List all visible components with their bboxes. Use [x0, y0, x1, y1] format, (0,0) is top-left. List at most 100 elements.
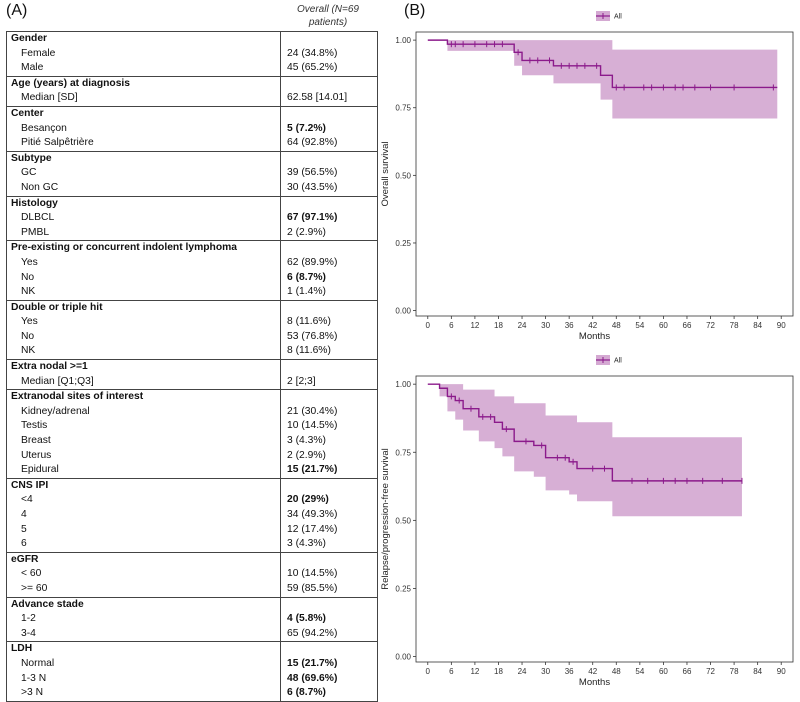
row-label: Kidney/adrenal — [7, 404, 281, 420]
row-label: 1-3 N — [7, 671, 281, 687]
table-header: Overall (N=69 patients) — [6, 3, 378, 31]
table-row: 3-4 65 (94.2%) — [7, 626, 377, 642]
table-row: 1-3 N 48 (69.6%) — [7, 671, 377, 687]
table-row: Yes 8 (11.6%) — [7, 315, 377, 330]
row-value: 34 (49.3%) — [287, 509, 338, 520]
table-row: No 6 (8.7%) — [7, 270, 377, 286]
table-row: Besançon 5 (7.2%) — [7, 121, 377, 137]
table-group: eGFR < 60 10 (14.5%) >= 60 59 (85.5%) — [7, 551, 377, 597]
group-title: Histology — [7, 196, 281, 212]
row-value: 53 (76.8%) — [287, 330, 338, 342]
panel-b-label: (B) — [404, 2, 426, 19]
group-title: Advance stade — [7, 597, 281, 613]
row-label: No — [7, 270, 281, 286]
row-label: Female — [7, 46, 281, 62]
row-label: 3-4 — [7, 626, 281, 642]
row-value: 4 (5.8%) — [287, 613, 326, 625]
x-tick-label: 90 — [777, 667, 786, 676]
table-row: Uterus 2 (2.9%) — [7, 448, 377, 464]
x-tick-label: 60 — [659, 667, 668, 676]
plot-frame — [415, 375, 794, 663]
group-title-row: LDH — [7, 642, 377, 657]
row-value: 2 [2;3] — [287, 375, 316, 387]
row-label: NK — [7, 344, 281, 360]
table-row: >= 60 59 (85.5%) — [7, 581, 377, 597]
row-value: 10 (14.5%) — [287, 420, 338, 432]
row-value: 12 (17.4%) — [287, 523, 338, 535]
table-group: Advance stade 1-2 4 (5.8%) 3-4 65 (94.2%) — [7, 596, 377, 642]
x-tick-label: 30 — [541, 667, 550, 676]
legend-label: All — [614, 14, 622, 21]
row-value: 20 (29%) — [287, 494, 329, 506]
table-body: Gender Female 24 (34.8%) Male 45 (65.2%) Age … — [6, 31, 378, 702]
row-label: Yes — [7, 255, 281, 271]
survival-curve — [427, 383, 742, 482]
row-value: 8 (11.6%) — [287, 316, 331, 328]
row-value: 6 (8.7%) — [287, 271, 326, 283]
row-label: Epidural — [7, 463, 281, 478]
x-tick-label: 6 — [449, 667, 454, 676]
row-value: 2 (2.9%) — [287, 449, 326, 461]
row-label: Pitié Salpêtrière — [7, 136, 281, 151]
row-label: 4 — [7, 508, 281, 523]
x-tick-label: 18 — [494, 321, 503, 330]
x-tick-label: 12 — [470, 667, 479, 676]
row-value: 59 (85.5%) — [287, 582, 338, 594]
plot-frame — [415, 31, 794, 317]
confidence-band — [427, 40, 778, 119]
row-value: 48 (69.6%) — [287, 672, 338, 684]
table-row: Normal 15 (21.7%) — [7, 656, 377, 672]
legend-swatch — [596, 11, 610, 21]
y-tick-label: 0.00 — [395, 653, 411, 662]
group-title-row: Gender — [7, 32, 377, 47]
x-tick-label: 54 — [635, 667, 644, 676]
group-title-row: Center — [7, 106, 377, 122]
row-value: 67 (97.1%) — [287, 212, 338, 224]
row-label: Yes — [7, 315, 281, 330]
confidence-band — [427, 384, 742, 517]
x-tick-label: 12 — [470, 321, 479, 330]
row-value: 3 (4.3%) — [287, 435, 326, 447]
group-title: Extra nodal >=1 — [7, 360, 281, 375]
x-tick-label: 6 — [449, 321, 454, 330]
x-tick-label: 48 — [612, 321, 621, 330]
x-tick-label: 48 — [612, 667, 621, 676]
y-tick-label: 1.00 — [395, 36, 411, 45]
table-row: No 53 (76.8%) — [7, 329, 377, 345]
table-row: Testis 10 (14.5%) — [7, 419, 377, 435]
table-group: Extranodal sites of interest Kidney/adren… — [7, 389, 377, 478]
x-tick-label: 84 — [753, 321, 762, 330]
row-value: 3 (4.3%) — [287, 538, 326, 550]
x-axis-label: Months — [579, 677, 610, 688]
table-row: Kidney/adrenal 21 (30.4%) — [7, 404, 377, 420]
y-tick-label: 0.50 — [395, 171, 411, 180]
row-label: Uterus — [7, 448, 281, 464]
table-row: Pitié Salpêtrière 64 (92.8%) — [7, 136, 377, 151]
x-tick-label: 66 — [683, 321, 692, 330]
x-tick-label: 0 — [426, 321, 431, 330]
row-value: 15 (21.7%) — [287, 657, 338, 669]
table-row: Epidural 15 (21.7%) — [7, 463, 377, 478]
y-tick-label: 0.00 — [395, 307, 411, 316]
row-value: 24 (34.8%) — [287, 47, 338, 59]
group-title: Pre-existing or concurrent indolent lymp… — [7, 241, 281, 256]
x-axis-label: Months — [579, 331, 610, 342]
table-row: 4 34 (49.3%) — [7, 508, 377, 523]
row-value: 10 (14.5%) — [287, 568, 338, 580]
table-row: DLBCL 67 (97.1%) — [7, 211, 377, 226]
table-row: Non GC 30 (43.5%) — [7, 180, 377, 196]
table-group: Subtype GC 39 (56.5%) Non GC 30 (43.5%) — [7, 150, 377, 196]
x-tick-label: 66 — [683, 667, 692, 676]
row-value: 39 (56.5%) — [287, 167, 338, 179]
x-tick-label: 30 — [541, 321, 550, 330]
table-row: <4 20 (29%) — [7, 493, 377, 508]
table-row: < 60 10 (14.5%) — [7, 567, 377, 582]
row-label: >3 N — [7, 686, 281, 701]
overall-column-header: Overall (N=69 patients) — [297, 4, 359, 28]
row-label: 1-2 — [7, 612, 281, 627]
table-row: Yes 62 (89.9%) — [7, 255, 377, 271]
row-value: 21 (30.4%) — [287, 405, 338, 417]
row-label: Median [SD] — [7, 91, 281, 106]
group-title-row: CNS IPI — [7, 478, 377, 494]
table-row: GC 39 (56.5%) — [7, 166, 377, 181]
